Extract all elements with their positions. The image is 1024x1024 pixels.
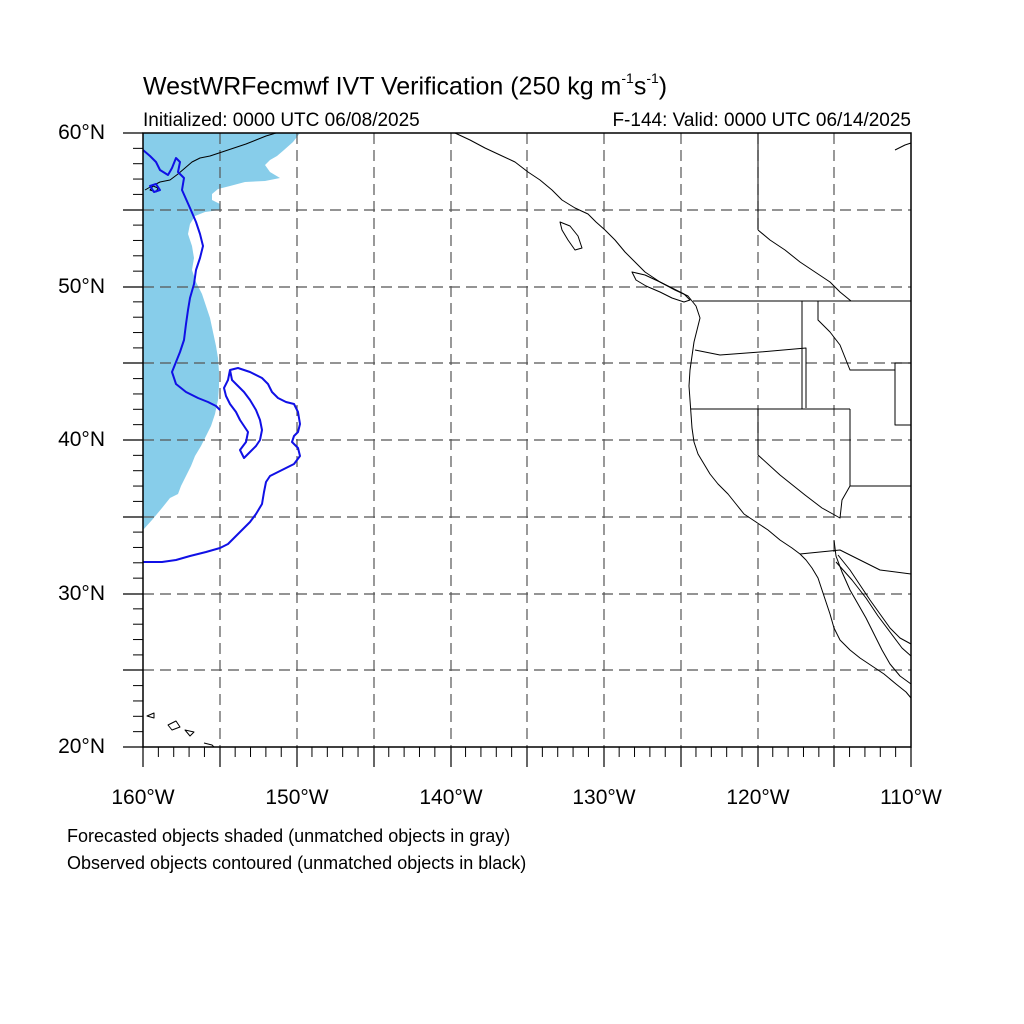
lat-label-60n: 60°N xyxy=(58,121,105,144)
axis-ticks xyxy=(123,132,912,767)
lon-label-120w: 120°W xyxy=(726,786,790,809)
valid-time-label: F-144: Valid: 0000 UTC 06/14/2025 xyxy=(612,110,911,131)
forecast-ivt-object xyxy=(143,133,300,530)
forecast-legend-note: Forecasted objects shaded (unmatched obj… xyxy=(67,826,511,846)
lon-label-110w: 110°W xyxy=(880,786,942,809)
lon-label-140w: 140°W xyxy=(419,786,483,809)
map-title: WestWRFecmwf IVT Verification (250 kg m-… xyxy=(143,70,668,101)
minor-ticks xyxy=(133,147,897,757)
init-time-label: Initialized: 0000 UTC 06/08/2025 xyxy=(143,110,420,131)
observed-legend-note: Observed objects contoured (unmatched ob… xyxy=(67,853,527,873)
graticule-grid xyxy=(143,133,911,747)
lon-label-130w: 130°W xyxy=(572,786,636,809)
lat-label-30n: 30°N xyxy=(58,582,105,605)
lon-label-160w: 160°W xyxy=(111,786,175,809)
lat-label-50n: 50°N xyxy=(58,275,105,298)
lat-label-40n: 40°N xyxy=(58,428,105,451)
observed-ivt-contours xyxy=(142,149,301,563)
coastlines xyxy=(144,132,912,748)
lon-label-150w: 150°W xyxy=(265,786,329,809)
lat-label-20n: 20°N xyxy=(58,735,105,758)
